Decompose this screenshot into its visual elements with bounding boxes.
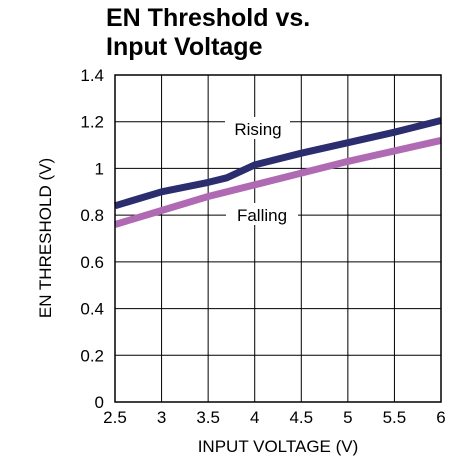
chart-title-line1: EN Threshold vs.	[106, 4, 310, 32]
falling-label-group: Falling	[226, 203, 298, 225]
x-tick-labels: 2.5 3 3.5 4 4.5 5 5.5 6	[103, 408, 446, 427]
y-tick-label: 1.2	[80, 113, 104, 132]
plot-frame	[114, 74, 442, 403]
x-tick-label: 4.5	[289, 408, 313, 427]
y-tick-label: 0.8	[80, 206, 104, 225]
falling-label-bg	[226, 203, 298, 225]
x-tick-label: 5	[343, 408, 352, 427]
y-tick-labels: 0 0.2 0.4 0.6 0.8 1 1.2 1.4	[80, 66, 104, 412]
y-tick-label: 0	[95, 393, 104, 412]
x-axis-label: INPUT VOLTAGE (V)	[198, 437, 359, 456]
rising-label-bg	[225, 117, 290, 139]
x-tick-label: 6	[436, 408, 445, 427]
y-tick-label: 1	[95, 159, 104, 178]
x-tick-label: 3	[157, 408, 166, 427]
x-tick-label: 5.5	[383, 408, 407, 427]
y-tick-label: 0.4	[80, 300, 104, 319]
y-tick-label: 1.4	[80, 66, 104, 85]
series-line-falling	[113, 136, 442, 228]
series-label-falling: Falling	[237, 206, 287, 225]
x-tick-label: 4	[250, 408, 259, 427]
series-line-rising	[113, 117, 442, 210]
y-tick-label: 0.2	[80, 346, 104, 365]
rising-label-group: Rising	[225, 117, 290, 139]
chart-title-line2: Input Voltage	[106, 33, 263, 61]
y-tick-label: 0.6	[80, 253, 104, 272]
series-label-rising: Rising	[234, 120, 281, 139]
x-tick-label: 2.5	[103, 408, 127, 427]
y-axis-label: EN THRESHOLD (V)	[36, 158, 55, 318]
x-tick-label: 3.5	[196, 408, 220, 427]
series-lines	[113, 117, 442, 228]
